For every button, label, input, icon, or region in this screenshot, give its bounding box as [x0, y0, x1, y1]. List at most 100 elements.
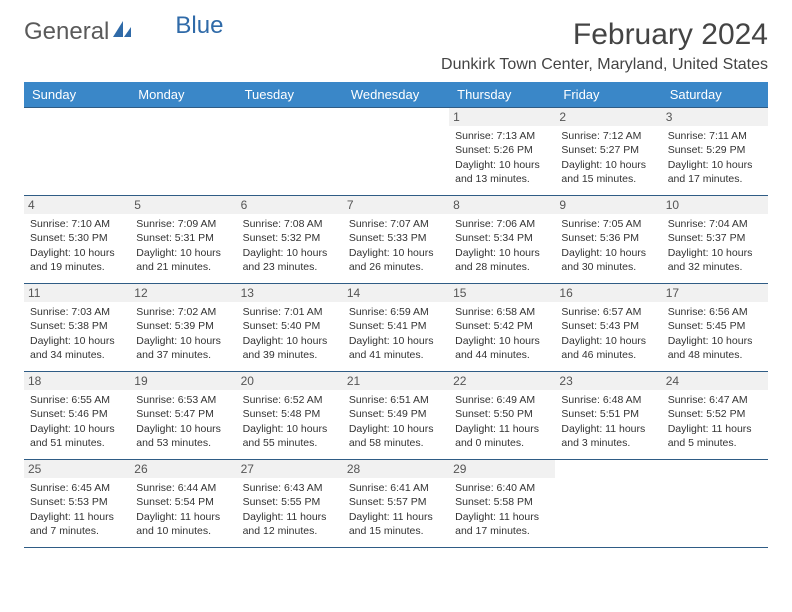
sunset-line: Sunset: 5:52 PM: [668, 407, 762, 421]
calendar-day-cell: 28Sunrise: 6:41 AMSunset: 5:57 PMDayligh…: [343, 460, 449, 548]
daylight-line-1: Daylight: 10 hours: [561, 246, 655, 260]
sunrise-line: Sunrise: 6:49 AM: [455, 393, 549, 407]
day-header: Monday: [130, 82, 236, 108]
calendar-week-row: 11Sunrise: 7:03 AMSunset: 5:38 PMDayligh…: [24, 284, 768, 372]
sunset-line: Sunset: 5:31 PM: [136, 231, 230, 245]
day-number: 28: [343, 460, 449, 478]
calendar-day-cell: 14Sunrise: 6:59 AMSunset: 5:41 PMDayligh…: [343, 284, 449, 372]
daylight-line-1: Daylight: 10 hours: [668, 158, 762, 172]
daylight-line-1: Daylight: 10 hours: [561, 334, 655, 348]
calendar-day-cell: 19Sunrise: 6:53 AMSunset: 5:47 PMDayligh…: [130, 372, 236, 460]
daylight-line-1: Daylight: 10 hours: [30, 422, 124, 436]
sunset-line: Sunset: 5:49 PM: [349, 407, 443, 421]
calendar-day-cell: 27Sunrise: 6:43 AMSunset: 5:55 PMDayligh…: [237, 460, 343, 548]
daylight-line-1: Daylight: 10 hours: [561, 158, 655, 172]
sunset-line: Sunset: 5:37 PM: [668, 231, 762, 245]
sunrise-line: Sunrise: 6:58 AM: [455, 305, 549, 319]
calendar-week-row: 18Sunrise: 6:55 AMSunset: 5:46 PMDayligh…: [24, 372, 768, 460]
daylight-line-2: and 30 minutes.: [561, 260, 655, 274]
sunset-line: Sunset: 5:42 PM: [455, 319, 549, 333]
daylight-line-2: and 19 minutes.: [30, 260, 124, 274]
daylight-line-2: and 58 minutes.: [349, 436, 443, 450]
sunset-line: Sunset: 5:41 PM: [349, 319, 443, 333]
day-number-empty: [130, 108, 236, 126]
sail-icon: [111, 18, 133, 46]
calendar-day-cell: 24Sunrise: 6:47 AMSunset: 5:52 PMDayligh…: [662, 372, 768, 460]
day-number: 1: [449, 108, 555, 126]
day-header: Thursday: [449, 82, 555, 108]
sunrise-line: Sunrise: 7:07 AM: [349, 217, 443, 231]
day-number-empty: [237, 108, 343, 126]
calendar-day-cell: [555, 460, 661, 548]
day-number: 23: [555, 372, 661, 390]
daylight-line-1: Daylight: 11 hours: [668, 422, 762, 436]
calendar-day-cell: 13Sunrise: 7:01 AMSunset: 5:40 PMDayligh…: [237, 284, 343, 372]
sunrise-line: Sunrise: 6:41 AM: [349, 481, 443, 495]
sunset-line: Sunset: 5:32 PM: [243, 231, 337, 245]
calendar-day-cell: [130, 108, 236, 196]
day-header: Sunday: [24, 82, 130, 108]
daylight-line-2: and 17 minutes.: [455, 524, 549, 538]
calendar-week-row: 4Sunrise: 7:10 AMSunset: 5:30 PMDaylight…: [24, 196, 768, 284]
sunset-line: Sunset: 5:43 PM: [561, 319, 655, 333]
daylight-line-2: and 13 minutes.: [455, 172, 549, 186]
calendar-day-cell: 16Sunrise: 6:57 AMSunset: 5:43 PMDayligh…: [555, 284, 661, 372]
day-header: Friday: [555, 82, 661, 108]
calendar-day-cell: [662, 460, 768, 548]
day-number: 16: [555, 284, 661, 302]
daylight-line-1: Daylight: 11 hours: [455, 510, 549, 524]
calendar-day-cell: [343, 108, 449, 196]
sunrise-line: Sunrise: 6:56 AM: [668, 305, 762, 319]
sunrise-line: Sunrise: 7:11 AM: [668, 129, 762, 143]
daylight-line-1: Daylight: 10 hours: [668, 246, 762, 260]
day-number: 10: [662, 196, 768, 214]
sunrise-line: Sunrise: 7:09 AM: [136, 217, 230, 231]
sunset-line: Sunset: 5:48 PM: [243, 407, 337, 421]
sunset-line: Sunset: 5:40 PM: [243, 319, 337, 333]
calendar-week-row: 25Sunrise: 6:45 AMSunset: 5:53 PMDayligh…: [24, 460, 768, 548]
calendar-body: 1Sunrise: 7:13 AMSunset: 5:26 PMDaylight…: [24, 108, 768, 548]
daylight-line-2: and 41 minutes.: [349, 348, 443, 362]
day-number: 22: [449, 372, 555, 390]
logo: General Blue: [24, 18, 223, 46]
daylight-line-2: and 15 minutes.: [561, 172, 655, 186]
daylight-line-2: and 12 minutes.: [243, 524, 337, 538]
sunrise-line: Sunrise: 7:01 AM: [243, 305, 337, 319]
daylight-line-1: Daylight: 10 hours: [668, 334, 762, 348]
sunrise-line: Sunrise: 6:52 AM: [243, 393, 337, 407]
calendar-day-cell: 3Sunrise: 7:11 AMSunset: 5:29 PMDaylight…: [662, 108, 768, 196]
sunset-line: Sunset: 5:27 PM: [561, 143, 655, 157]
daylight-line-1: Daylight: 10 hours: [349, 334, 443, 348]
sunset-line: Sunset: 5:55 PM: [243, 495, 337, 509]
day-number: 7: [343, 196, 449, 214]
calendar-day-cell: 12Sunrise: 7:02 AMSunset: 5:39 PMDayligh…: [130, 284, 236, 372]
calendar-day-cell: 6Sunrise: 7:08 AMSunset: 5:32 PMDaylight…: [237, 196, 343, 284]
daylight-line-1: Daylight: 10 hours: [30, 334, 124, 348]
daylight-line-1: Daylight: 10 hours: [243, 422, 337, 436]
day-number: 12: [130, 284, 236, 302]
sunrise-line: Sunrise: 6:55 AM: [30, 393, 124, 407]
sunrise-line: Sunrise: 7:06 AM: [455, 217, 549, 231]
calendar-header-row: SundayMondayTuesdayWednesdayThursdayFrid…: [24, 82, 768, 108]
daylight-line-2: and 21 minutes.: [136, 260, 230, 274]
daylight-line-2: and 26 minutes.: [349, 260, 443, 274]
calendar-day-cell: 5Sunrise: 7:09 AMSunset: 5:31 PMDaylight…: [130, 196, 236, 284]
day-number: 27: [237, 460, 343, 478]
calendar-day-cell: 4Sunrise: 7:10 AMSunset: 5:30 PMDaylight…: [24, 196, 130, 284]
sunrise-line: Sunrise: 7:03 AM: [30, 305, 124, 319]
month-title: February 2024: [441, 18, 768, 52]
sunrise-line: Sunrise: 7:05 AM: [561, 217, 655, 231]
sunset-line: Sunset: 5:30 PM: [30, 231, 124, 245]
calendar-day-cell: 15Sunrise: 6:58 AMSunset: 5:42 PMDayligh…: [449, 284, 555, 372]
sunset-line: Sunset: 5:45 PM: [668, 319, 762, 333]
day-number: 13: [237, 284, 343, 302]
daylight-line-2: and 3 minutes.: [561, 436, 655, 450]
day-number: 25: [24, 460, 130, 478]
daylight-line-1: Daylight: 11 hours: [136, 510, 230, 524]
sunset-line: Sunset: 5:57 PM: [349, 495, 443, 509]
daylight-line-1: Daylight: 10 hours: [243, 246, 337, 260]
daylight-line-2: and 37 minutes.: [136, 348, 230, 362]
daylight-line-2: and 28 minutes.: [455, 260, 549, 274]
day-number: 19: [130, 372, 236, 390]
day-number: 20: [237, 372, 343, 390]
